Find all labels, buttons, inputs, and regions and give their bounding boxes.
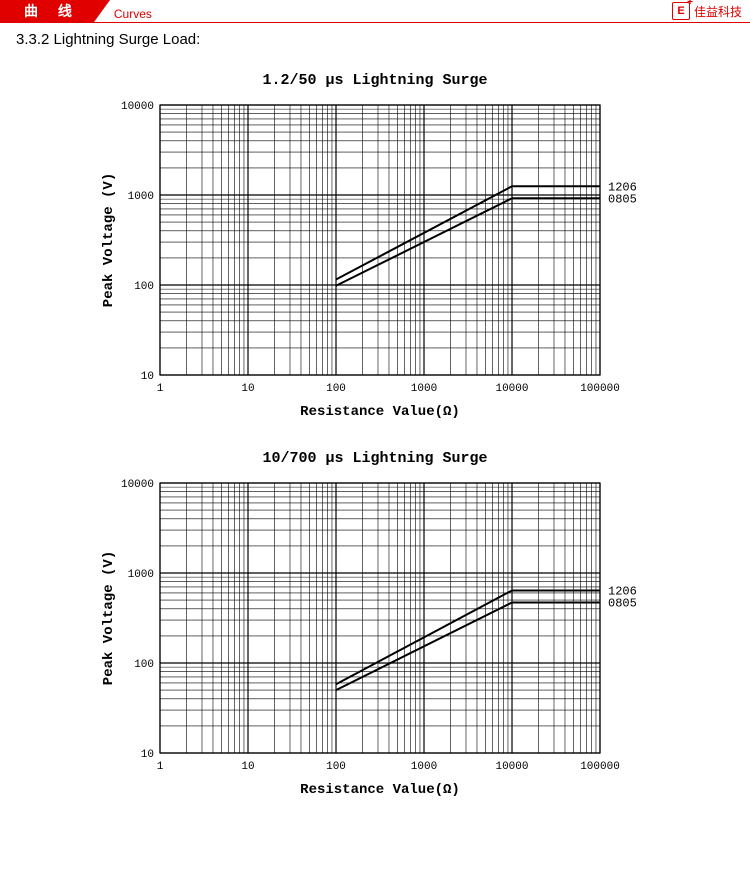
chart-svg: 1101001000100001000001010010001000012060… [90, 473, 660, 803]
x-tick-label: 100 [326, 383, 346, 395]
header-cn-label: 曲 线 [0, 0, 94, 22]
y-tick-label: 10 [141, 371, 154, 383]
y-axis-label: Peak Voltage (V) [101, 551, 117, 685]
y-tick-label: 10000 [121, 479, 154, 491]
y-axis-label: Peak Voltage (V) [101, 173, 117, 307]
x-tick-label: 100000 [580, 761, 620, 773]
x-tick-label: 100000 [580, 383, 620, 395]
x-tick-label: 10000 [495, 383, 528, 395]
brand-text: 佳益科技 [694, 3, 742, 20]
y-tick-label: 10 [141, 749, 154, 761]
x-tick-label: 10 [241, 761, 254, 773]
series-label: 0805 [608, 192, 637, 206]
header-en-label: Curves [114, 7, 152, 21]
x-tick-label: 1000 [411, 383, 437, 395]
x-axis-label: Resistance Value(Ω) [300, 782, 460, 798]
y-tick-label: 100 [134, 281, 154, 293]
header-triangle [94, 0, 110, 22]
y-tick-label: 1000 [128, 191, 154, 203]
charts-container: 1.2/50 μs Lightning Surge110100100010000… [0, 52, 750, 808]
brand-icon: E [672, 2, 690, 20]
brand: E 佳益科技 [672, 2, 742, 20]
chart-block: 1.2/50 μs Lightning Surge110100100010000… [90, 72, 660, 430]
y-tick-label: 100 [134, 659, 154, 671]
x-tick-label: 1000 [411, 761, 437, 773]
x-tick-label: 10 [241, 383, 254, 395]
header-left: 曲 线 Curves [0, 0, 152, 22]
section-title: 3.3.2 Lightning Surge Load: [0, 23, 750, 52]
x-tick-label: 1 [157, 383, 164, 395]
x-axis-label: Resistance Value(Ω) [300, 404, 460, 420]
x-tick-label: 1 [157, 761, 164, 773]
x-tick-label: 10000 [495, 761, 528, 773]
y-tick-label: 10000 [121, 101, 154, 113]
x-tick-label: 100 [326, 761, 346, 773]
chart-title: 10/700 μs Lightning Surge [90, 450, 660, 467]
header-bar: 曲 线 Curves E 佳益科技 [0, 0, 750, 23]
y-tick-label: 1000 [128, 569, 154, 581]
chart-title: 1.2/50 μs Lightning Surge [90, 72, 660, 89]
chart-block: 10/700 μs Lightning Surge110100100010000… [90, 450, 660, 808]
series-label: 0805 [608, 597, 637, 611]
chart-svg: 1101001000100001000001010010001000012060… [90, 95, 660, 425]
